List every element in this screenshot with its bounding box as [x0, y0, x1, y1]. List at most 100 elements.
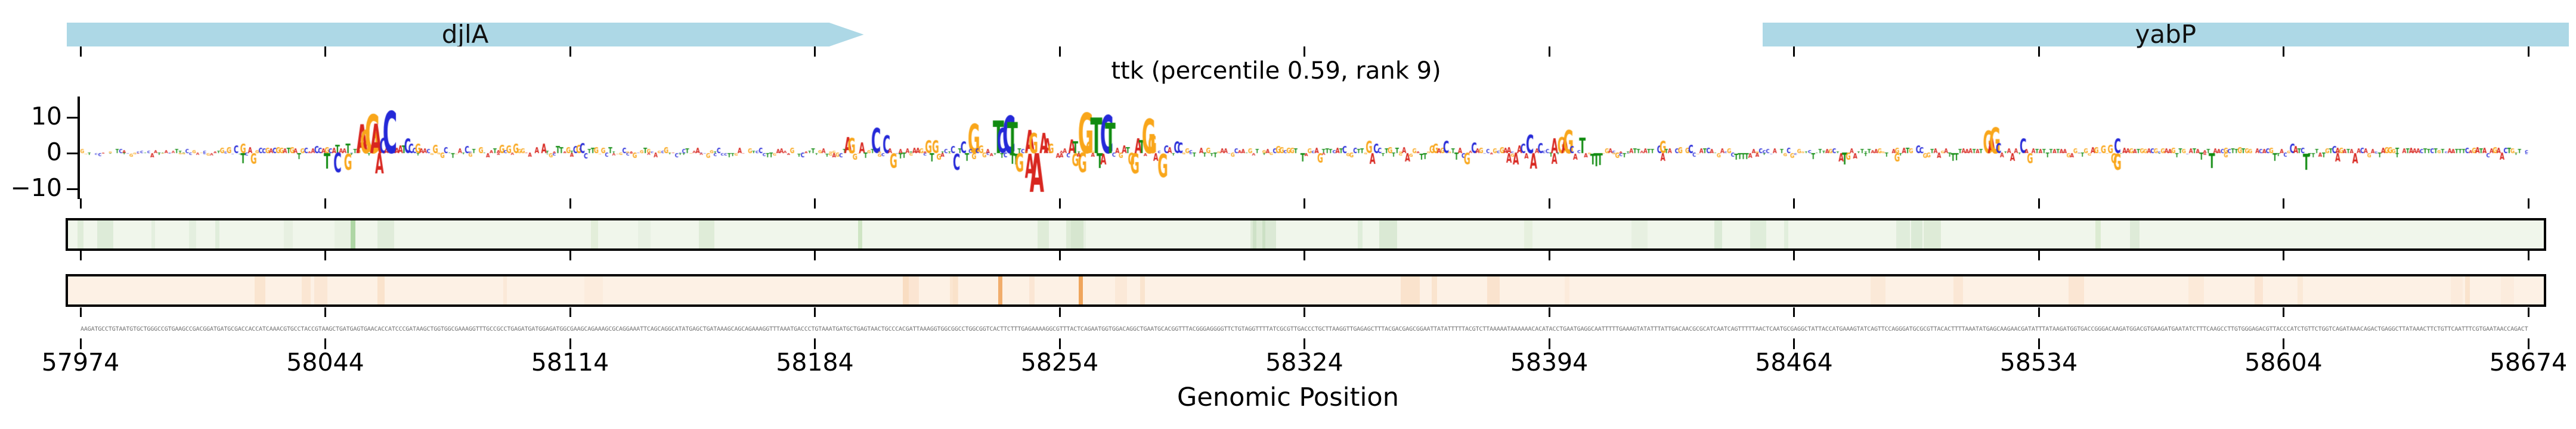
track-stripe-faint	[698, 220, 715, 248]
track-stripe-faint	[908, 276, 919, 304]
x-tick-label: 58394	[1510, 348, 1589, 377]
track-stripe-highlight	[1524, 220, 1532, 248]
annotation-track-orange	[66, 274, 2546, 307]
track-stripe-faint	[1631, 220, 1648, 248]
x-tick	[569, 251, 571, 260]
track-stripe-faint	[1252, 220, 1256, 248]
x-tick	[1058, 198, 1061, 209]
x-tick	[1548, 251, 1550, 260]
track-stripe-faint	[377, 220, 394, 248]
track-stripe-faint	[638, 220, 651, 248]
track-stripe-faint	[1923, 220, 1941, 248]
x-tick	[1548, 46, 1550, 57]
x-tick	[1304, 307, 1305, 317]
x-tick	[324, 46, 326, 57]
track-stripe-faint	[1896, 220, 1911, 248]
x-tick	[814, 46, 816, 57]
x-tick-label: 58184	[776, 348, 854, 377]
track-stripe-faint	[1379, 220, 1397, 248]
track-stripe-faint	[2298, 276, 2303, 304]
x-tick	[324, 307, 326, 317]
x-tick	[814, 251, 816, 260]
track-stripe-highlight	[351, 220, 356, 248]
track-stripe-faint	[2450, 276, 2463, 304]
x-tick	[2038, 307, 2040, 317]
track-stripe-faint	[1140, 276, 1145, 304]
x-tick-label: 57974	[41, 348, 120, 377]
track-stripe-faint	[1114, 276, 1127, 304]
track-stripe-faint	[1038, 220, 1049, 248]
x-tick	[1793, 251, 1795, 260]
x-tick-label: 58464	[1755, 348, 1833, 377]
x-tick	[324, 198, 326, 209]
track-stripe-highlight	[2095, 220, 2101, 248]
x-tick-label: 58114	[531, 348, 609, 377]
x-tick	[1304, 198, 1305, 209]
track-stripe-faint	[1784, 220, 1789, 248]
track-stripe-faint	[1432, 276, 1438, 304]
x-tick	[79, 338, 82, 349]
x-tick	[2283, 307, 2284, 317]
x-tick	[79, 46, 82, 57]
track-stripe-faint	[1750, 220, 1767, 248]
track-stripe-faint	[1401, 276, 1420, 304]
track-stripe-faint	[334, 220, 352, 248]
track-stripe-highlight	[591, 220, 599, 248]
track-stripe-faint	[950, 276, 958, 304]
x-tick	[1058, 251, 1061, 260]
x-tick	[2038, 251, 2040, 260]
track-stripe-faint	[254, 276, 265, 304]
track-stripe-faint	[2500, 276, 2515, 304]
x-tick	[2527, 338, 2529, 349]
x-tick	[79, 251, 82, 260]
x-tick	[569, 46, 571, 57]
track-stripe-faint	[584, 276, 603, 304]
x-tick-label: 58324	[1265, 348, 1343, 377]
x-tick	[1793, 198, 1795, 209]
x-tick	[569, 307, 571, 317]
track-stripe-faint	[78, 220, 83, 248]
track-stripe-faint	[2130, 220, 2140, 248]
track-stripe-faint	[302, 276, 311, 304]
track-stripe-faint	[503, 276, 507, 304]
x-tick	[814, 338, 816, 349]
x-tick-label: 58534	[1999, 348, 2078, 377]
track-stripe-faint	[1066, 220, 1084, 248]
x-axis-title: Genomic Position	[1177, 383, 1399, 412]
x-tick	[2038, 46, 2040, 57]
track-stripe-faint	[1714, 220, 1722, 248]
track-stripe-faint	[1564, 276, 1570, 304]
track-stripe-faint	[1250, 220, 1266, 248]
track-stripe-faint	[215, 220, 220, 248]
x-tick	[814, 307, 816, 317]
track-stripe-faint	[314, 276, 327, 304]
x-tick	[569, 338, 571, 349]
x-tick	[2038, 198, 2040, 209]
track-stripe-highlight	[902, 276, 909, 304]
track-stripe-faint	[2255, 276, 2263, 304]
x-tick	[2527, 46, 2529, 57]
track-stripe-faint	[1487, 276, 1500, 304]
track-stripe-highlight	[998, 276, 1002, 304]
x-tick	[1793, 46, 1795, 57]
x-tick-label: 58674	[2489, 348, 2568, 377]
track-stripe-faint	[1029, 276, 1035, 304]
track-stripe-highlight	[377, 276, 385, 304]
track-stripe-highlight	[858, 220, 863, 248]
track-stripe-faint	[283, 220, 293, 248]
x-tick	[814, 198, 816, 209]
x-tick	[2527, 307, 2529, 317]
track-stripe-highlight	[1078, 276, 1083, 304]
track-stripe-faint	[1911, 220, 1923, 248]
x-tick	[324, 251, 326, 260]
sequence-logo-canvas	[0, 0, 2576, 238]
x-tick-label: 58044	[286, 348, 364, 377]
x-tick	[1304, 46, 1305, 57]
dna-sequence-strip: AAGATGCCTGTAATGTGCTGGGCCGTGAAGCCGACGGATG…	[80, 326, 2528, 332]
x-tick	[1304, 338, 1305, 349]
track-stripe-faint	[1953, 276, 1963, 304]
track-stripe-faint	[952, 276, 958, 304]
track-stripe-faint	[1357, 220, 1363, 248]
x-tick	[2283, 198, 2284, 209]
track-stripe-faint	[151, 220, 156, 248]
